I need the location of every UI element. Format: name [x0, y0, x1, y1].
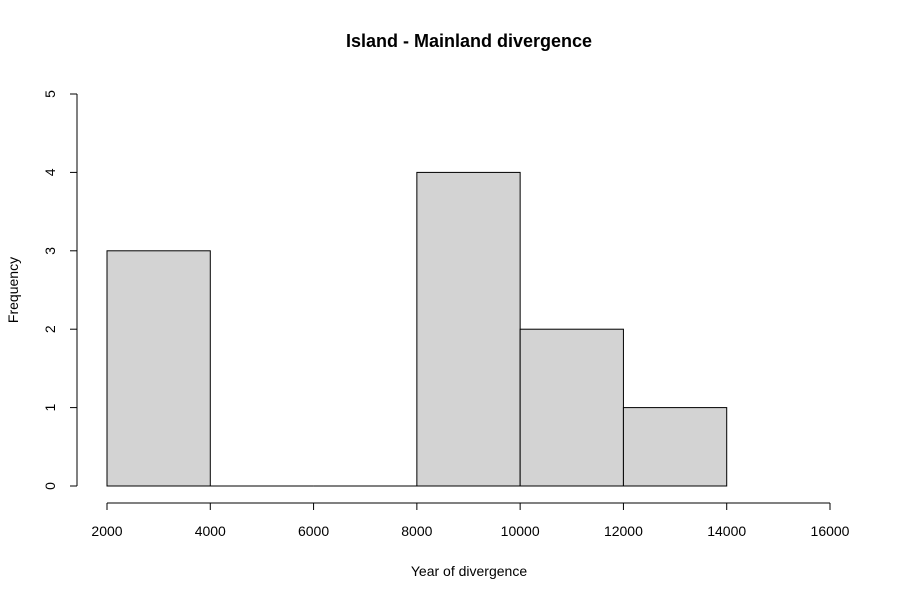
y-axis-label: Frequency	[5, 257, 21, 323]
y-tick-label-3: 3	[42, 247, 58, 255]
chart-title: Island - Mainland divergence	[346, 31, 592, 51]
x-axis-label: Year of divergence	[411, 563, 527, 579]
histogram-bar-3	[416, 171, 521, 487]
y-tick-label-2: 2	[42, 325, 58, 333]
x-axis: 2000 4000 6000 8000 10000 12000 14000 16000	[91, 502, 850, 539]
histogram-bar-5	[622, 407, 728, 487]
histogram-bar-4	[519, 328, 624, 487]
x-tick-label-2: 6000	[298, 523, 329, 539]
y-tick-label-4: 4	[42, 168, 58, 176]
y-tick-label-5: 5	[42, 90, 58, 98]
x-tick-label-3: 8000	[401, 523, 432, 539]
x-tick-label-4: 10000	[501, 523, 540, 539]
bars	[106, 171, 728, 487]
x-tick-label-7: 16000	[811, 523, 850, 539]
x-tick-label-1: 4000	[195, 523, 226, 539]
y-axis: 0 1 2 3 4 5	[42, 90, 78, 490]
x-tick-label-5: 12000	[604, 523, 643, 539]
x-tick-label-0: 2000	[91, 523, 122, 539]
y-tick-label-0: 0	[42, 482, 58, 490]
x-tick-label-6: 14000	[707, 523, 746, 539]
histogram-bar-0	[106, 250, 211, 487]
y-tick-label-1: 1	[42, 403, 58, 411]
